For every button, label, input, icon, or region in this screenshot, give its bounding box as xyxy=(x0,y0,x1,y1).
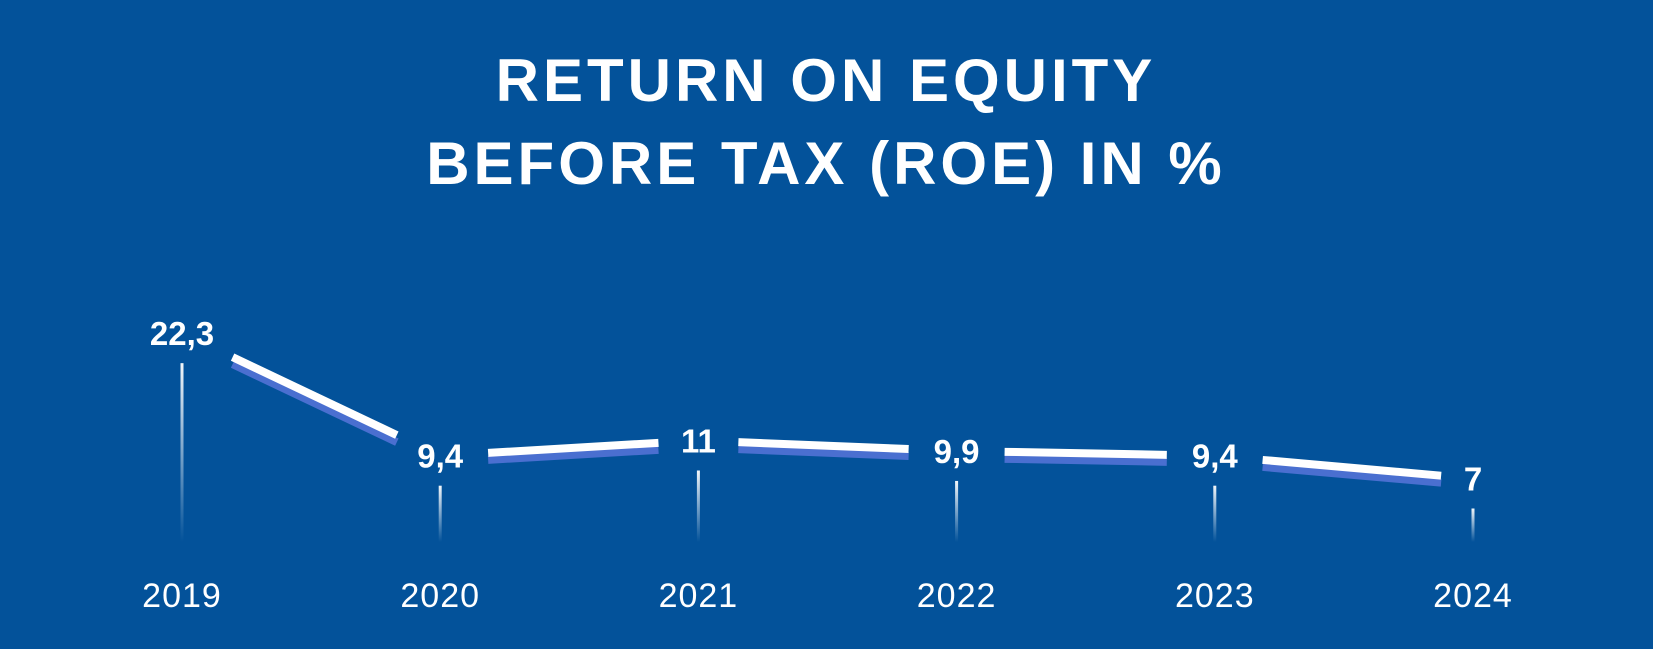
series-line-shadow-segment xyxy=(1004,454,1167,466)
data-label: 22,3 xyxy=(150,315,214,352)
series-line-shadow-segment xyxy=(1262,462,1442,487)
drop-line xyxy=(1213,485,1217,542)
series-line-shadow xyxy=(230,360,1442,487)
x-tick-label: 2023 xyxy=(1175,577,1255,615)
x-tick-label: 2019 xyxy=(142,577,222,615)
x-tick-label: 2022 xyxy=(917,577,997,615)
series-line-segment xyxy=(1262,455,1442,480)
drop-lines xyxy=(180,363,1475,542)
drop-line xyxy=(180,363,184,542)
data-label: 11 xyxy=(681,423,716,460)
data-label: 7 xyxy=(1464,461,1482,498)
drop-line xyxy=(696,470,700,542)
chart-title-line-1: RETURN ON EQUITY xyxy=(496,47,1157,114)
data-labels: 22,3 9,4 11 9,9 9,4 7 xyxy=(150,315,1482,497)
x-axis-tick-labels: 2019 2020 2021 2022 2023 2024 xyxy=(142,577,1513,615)
drop-line xyxy=(955,480,959,542)
drop-line xyxy=(1471,508,1475,542)
drop-line xyxy=(438,485,442,542)
series-line-segment xyxy=(738,438,909,454)
chart-title-line-2: BEFORE TAX (ROE) IN % xyxy=(426,130,1226,197)
x-tick-label: 2024 xyxy=(1433,577,1513,615)
data-label: 9,4 xyxy=(417,438,464,475)
x-tick-label: 2021 xyxy=(659,577,739,615)
data-label: 9,4 xyxy=(1192,438,1239,475)
series-line-segment xyxy=(230,353,399,439)
x-tick-label: 2020 xyxy=(400,577,480,615)
series-line-shadow-segment xyxy=(738,445,909,461)
data-label: 9,9 xyxy=(934,433,980,470)
series-line-shadow-segment xyxy=(487,445,659,464)
series-line-segment xyxy=(487,438,659,457)
series-line-segment xyxy=(1004,447,1167,459)
series-line xyxy=(230,353,1442,480)
series-line-shadow-segment xyxy=(230,360,399,446)
